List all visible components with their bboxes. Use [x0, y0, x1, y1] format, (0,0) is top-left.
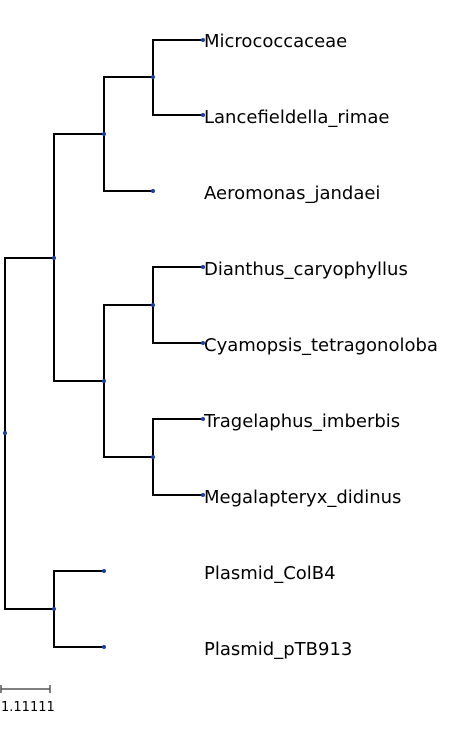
leaf-dot	[151, 189, 155, 193]
branch-clade-plants	[152, 266, 204, 344]
tree-nodes	[3, 38, 205, 649]
node-dot	[151, 455, 155, 459]
leaf-dot	[201, 38, 205, 42]
leaf-label-aeromonas-jandaei: Aeromonas_jandaei	[204, 183, 380, 204]
leaf-label-cyamopsis-tetragonoloba: Cyamopsis_tetragonoloba	[204, 335, 438, 356]
leaf-label-micrococcaceae: Micrococcaceae	[204, 31, 347, 52]
leaf-dot	[201, 265, 205, 269]
node-dot	[102, 379, 106, 383]
leaf-label-tragelaphus-imberbis: Tragelaphus_imberbis	[203, 411, 400, 432]
branch-root	[4, 257, 55, 610]
branch-clade-actino	[103, 76, 154, 192]
leaf-labels: Micrococcaceae Lancefieldella_rimae Aero…	[203, 31, 438, 660]
leaf-dot	[201, 113, 205, 117]
leaf-label-megalapteryx-didinus: Megalapteryx_didinus	[204, 487, 401, 508]
leaf-label-plasmid-colb4: Plasmid_ColB4	[204, 563, 336, 584]
node-dot	[151, 303, 155, 307]
node-dot	[3, 431, 7, 435]
tree-branches	[4, 39, 204, 648]
leaf-dot	[102, 569, 106, 573]
branch-clade-animals	[152, 418, 204, 496]
leaf-dot	[201, 341, 205, 345]
scale-bar-label: 1.11111	[1, 700, 55, 715]
node-dot	[102, 132, 106, 136]
branch-clade-plasmids	[53, 570, 105, 648]
branch-clade-eukaryote	[103, 304, 154, 458]
leaf-dot	[201, 493, 205, 497]
scale-bar: 1.11111	[0, 685, 55, 715]
node-dot	[52, 256, 56, 260]
node-dot	[151, 75, 155, 79]
leaf-dot	[102, 645, 106, 649]
leaf-label-plasmid-ptb913: Plasmid_pTB913	[204, 639, 352, 660]
node-dot	[52, 607, 56, 611]
branch-clade-upper	[53, 133, 105, 382]
leaf-label-dianthus-caryophyllus: Dianthus_caryophyllus	[204, 259, 408, 280]
scale-bar-line	[0, 685, 51, 693]
branch-clade-micro-lance	[152, 39, 204, 116]
leaf-label-lancefieldella-rimae: Lancefieldella_rimae	[204, 107, 389, 128]
leaf-dot	[201, 417, 205, 421]
